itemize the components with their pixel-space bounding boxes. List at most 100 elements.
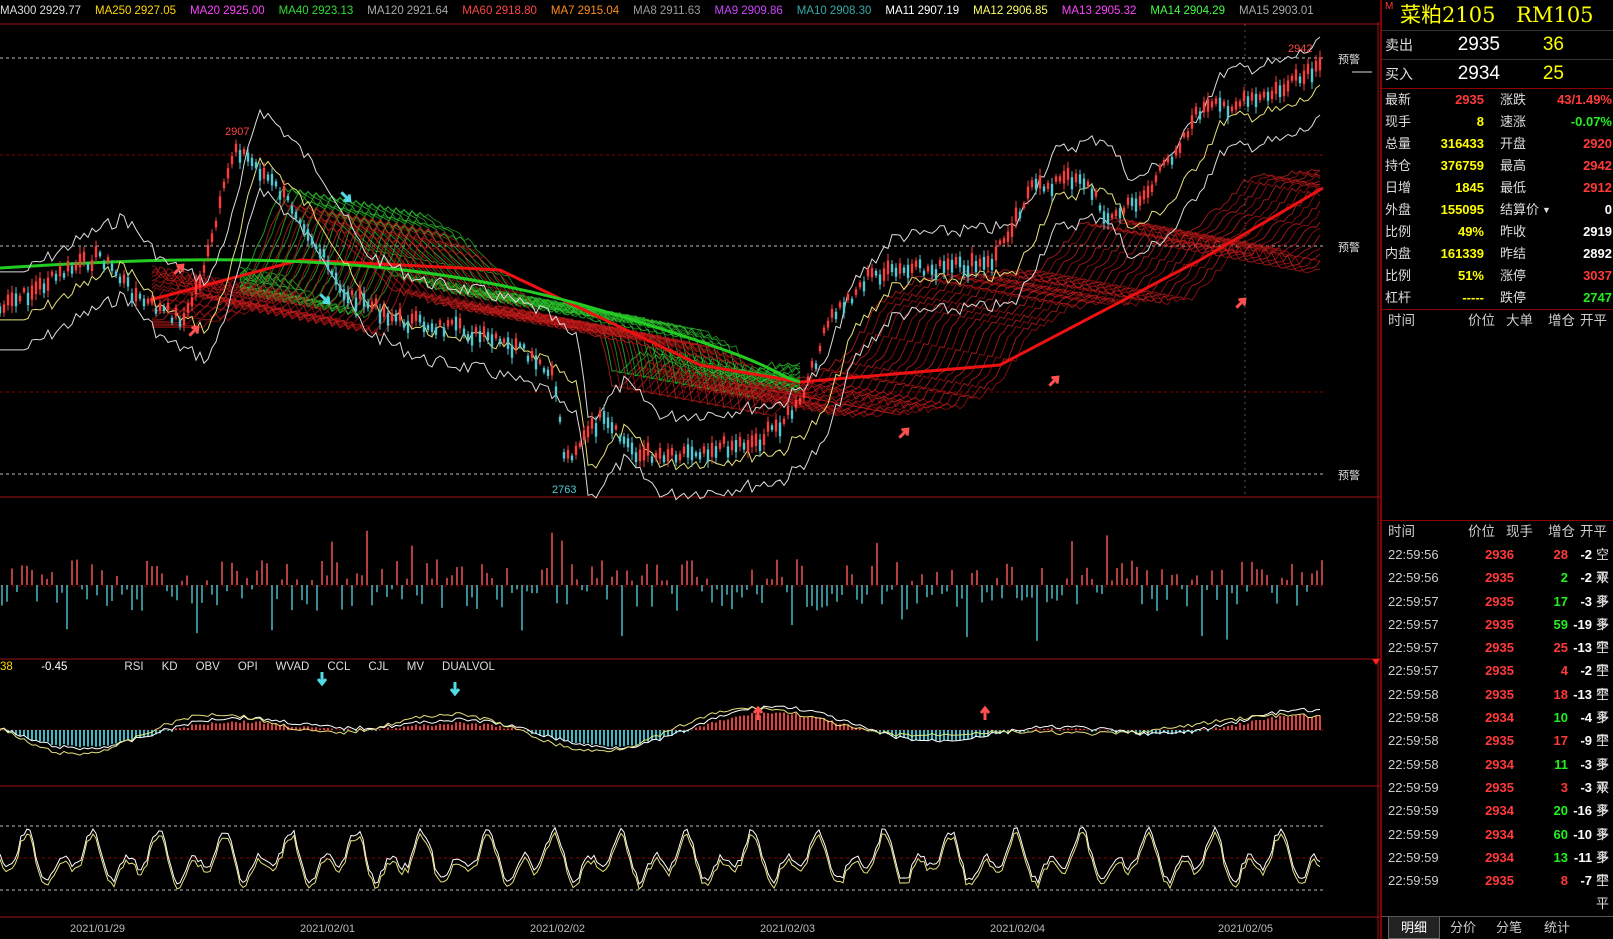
quote-value: 43/1.49%: [1557, 92, 1612, 107]
tick-type: 空平: [1596, 640, 1610, 679]
signal-arrow-icon: [979, 705, 991, 720]
indicator-tab-wvad[interactable]: WVAD: [275, 661, 310, 673]
tick-row[interactable]: 22:59:57 2935 17 -3 多平: [1382, 590, 1613, 632]
chevron-down-icon[interactable]: ▼: [1542, 205, 1551, 215]
tick-price: 2935: [1485, 873, 1514, 889]
tick-row[interactable]: 22:59:57 2935 25 -13 空平: [1382, 636, 1613, 678]
tick-time: 22:59:57: [1388, 593, 1439, 609]
tick-time: 22:59:59: [1388, 873, 1439, 889]
ma-label-ma9: MA9 2909.86: [715, 5, 790, 17]
quote-label: 比例: [1385, 268, 1412, 283]
indicator-tab-kd[interactable]: KD: [161, 661, 178, 673]
tick-oi-change: -2: [1580, 570, 1592, 586]
ma-value: 2909.86: [741, 5, 783, 17]
kline-chart[interactable]: MA300 2929.77 MA250 2927.05 MA20 2925.00 MA40 2…: [0, 0, 1380, 939]
ma-name: MA14: [1150, 5, 1181, 17]
tick-oi-change: -9: [1580, 733, 1592, 749]
ask-volume: 36: [1542, 34, 1564, 55]
tab-0[interactable]: 明细: [1388, 917, 1440, 939]
tick-time: 22:59:57: [1388, 663, 1439, 679]
tick-row[interactable]: 22:59:59 2934 20 -16 多平: [1382, 799, 1613, 841]
tick-price: 2935: [1485, 663, 1514, 679]
quote-label: 最高: [1500, 158, 1527, 173]
ma-label-ma300: MA300 2929.77: [0, 5, 88, 17]
indicator-tab-dualvol[interactable]: DUALVOL: [442, 661, 495, 673]
ma-value: 2906.85: [1006, 5, 1048, 17]
quote-value: 316433: [1440, 136, 1484, 151]
tick-row[interactable]: 22:59:58 2934 11 -3 多平: [1382, 753, 1613, 795]
indicator-tab-cjl[interactable]: CJL: [368, 661, 389, 673]
quote-label: 开盘: [1500, 136, 1527, 151]
contract-name: 菜粕2105: [1400, 3, 1496, 27]
quote-row: 外盘 155095 结算价 ▼ 0: [1382, 199, 1613, 221]
quote-label: 现手: [1385, 114, 1412, 129]
tab-3[interactable]: 统计: [1543, 920, 1570, 935]
quote-label: 跌停: [1500, 290, 1527, 305]
ma-name: MA9: [714, 5, 739, 17]
ma-value: 2918.80: [495, 5, 537, 17]
quote-panel: M 菜粕2105 RM105 卖出 2935 36 买入 2934 25 最新 2…: [1380, 0, 1613, 939]
tab-2[interactable]: 分笔: [1495, 920, 1522, 935]
ma-label-ma11: MA11 2907.19: [885, 5, 966, 17]
ma-label-ma7: MA7 2915.04: [551, 5, 626, 17]
indicator-tab-obv[interactable]: OBV: [195, 661, 220, 673]
tick-row[interactable]: 22:59:59 2934 60 -10 多平: [1382, 823, 1613, 865]
header-cell: 增仓: [1548, 313, 1575, 328]
date-label: 2021/02/02: [530, 923, 585, 935]
quote-row: 日增 1845 最低 2912: [1382, 177, 1613, 199]
header-cell: 时间: [1388, 313, 1415, 328]
header-cell: 开平: [1580, 313, 1607, 328]
signal-arrow-icon: [898, 427, 910, 439]
tick-row[interactable]: 22:59:56 2935 2 -2 双平: [1382, 566, 1613, 608]
contract-title: M 菜粕2105 RM105: [1382, 0, 1613, 30]
header-cell: 价位: [1468, 524, 1495, 539]
quote-value: 376759: [1440, 158, 1484, 173]
quote-label: 结算价: [1500, 202, 1540, 217]
header-cell: 大单: [1506, 313, 1533, 328]
date-label: 2021/02/05: [1218, 923, 1273, 935]
quote-row: 内盘 161339 昨结 2892: [1382, 243, 1613, 265]
ma-value: 2925.00: [223, 5, 265, 17]
header-cell: 增仓: [1548, 524, 1575, 539]
ma-name: MA15: [1239, 5, 1270, 17]
tick-row[interactable]: 22:59:58 2935 17 -9 空平: [1382, 729, 1613, 771]
ma-value: 2905.32: [1094, 5, 1137, 17]
indicator-tab-ccl[interactable]: CCL: [327, 661, 351, 673]
tick-row[interactable]: 22:59:56 2936 28 -2 空平: [1382, 543, 1613, 585]
quote-label: 涨跌: [1500, 92, 1527, 107]
signal-arrow-icon: [1048, 375, 1060, 387]
alert-label: 预警: [1338, 468, 1360, 482]
quote-label: 涨停: [1500, 268, 1527, 283]
tick-volume: 20: [1553, 803, 1568, 819]
tick-price: 2935: [1485, 779, 1514, 795]
tick-volume: 10: [1553, 710, 1568, 726]
tick-time: 22:59:58: [1388, 733, 1439, 749]
tick-row[interactable]: 22:59:58 2935 18 -13 空平: [1382, 683, 1613, 725]
tab-1[interactable]: 分价: [1449, 920, 1476, 935]
low-label: 2763: [552, 484, 576, 496]
tick-time: 22:59:57: [1388, 616, 1439, 632]
tick-row[interactable]: 22:59:59 2935 3 -3 双平: [1382, 776, 1613, 818]
tick-list[interactable]: 22:59:56 2936 28 -2 空平 22:59:56 2935 2 -2 双平 22:59…: [1382, 543, 1613, 911]
indicator-tab-opi[interactable]: OPI: [237, 661, 258, 673]
ma-name: MA12: [973, 5, 1004, 17]
tick-row[interactable]: 22:59:57 2935 59 -19 多平: [1382, 613, 1613, 655]
quote-row: 比例 49% 昨收 2919: [1382, 221, 1613, 243]
tick-price: 2935: [1485, 640, 1514, 656]
tick-time: 22:59:56: [1388, 547, 1439, 562]
macd-value-1: 38: [0, 661, 13, 673]
indicator-tab-rsi[interactable]: RSI: [124, 661, 144, 673]
ask-price: 2935: [1457, 34, 1500, 55]
tick-oi-change: -11: [1573, 849, 1592, 865]
tick-row[interactable]: 22:59:59 2935 8 -7 空平: [1382, 869, 1613, 911]
tick-price: 2936: [1485, 547, 1514, 562]
tick-row[interactable]: 22:59:59 2934 13 -11 多平: [1382, 846, 1613, 888]
ma-value: 2904.29: [1183, 5, 1226, 17]
tick-volume: 2: [1560, 570, 1568, 586]
ma-value: 2911.63: [659, 5, 701, 17]
indicator-tab-mv[interactable]: MV: [406, 661, 425, 673]
tick-oi-change: -7: [1580, 873, 1592, 889]
tick-row[interactable]: 22:59:58 2934 10 -4 多平: [1382, 706, 1613, 748]
tick-row[interactable]: 22:59:57 2935 4 -2 空平: [1382, 659, 1613, 701]
